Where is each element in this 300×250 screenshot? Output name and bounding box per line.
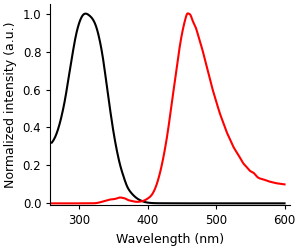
X-axis label: Wavelength (nm): Wavelength (nm): [116, 233, 224, 246]
Y-axis label: Normalized intensity (a.u.): Normalized intensity (a.u.): [4, 22, 17, 188]
